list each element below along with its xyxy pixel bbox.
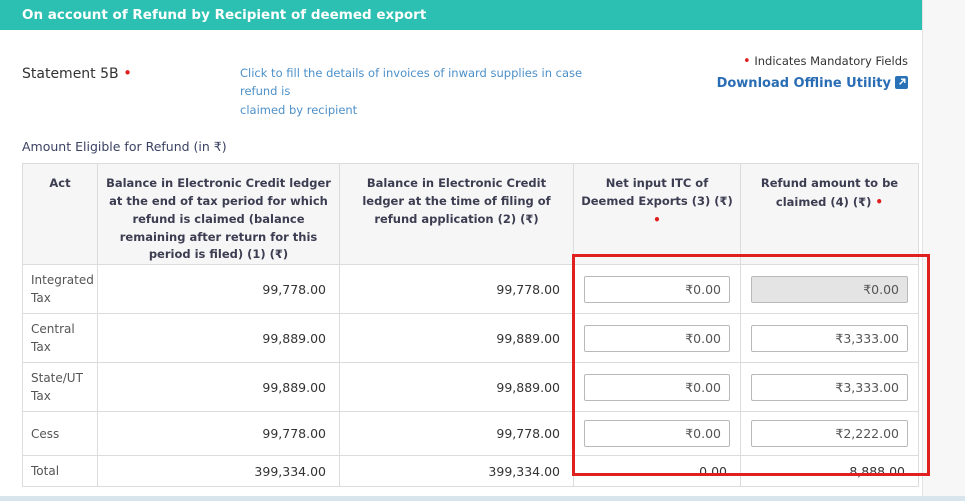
act-label: State/UT Tax <box>22 362 98 413</box>
table-section-title: Amount Eligible for Refund (in ₹) <box>22 139 227 155</box>
net-itc-input-integrated[interactable] <box>584 275 730 303</box>
net-itc-cell <box>573 313 741 364</box>
mandatory-dot: • <box>653 212 661 227</box>
column-header-balance-end-period: Balance in Electronic Credit ledger at t… <box>97 163 340 266</box>
statement-description-line1: Click to fill the details of invoices of… <box>240 66 583 99</box>
statement-row: Statement 5B • Click to fill the details… <box>22 50 908 119</box>
mandatory-dot: • <box>743 54 751 69</box>
table-row-central-tax: Central Tax 99,889.00 99,889.00 <box>22 313 919 364</box>
refund-cell <box>740 362 919 413</box>
total-label: Total <box>22 455 98 488</box>
act-label: Central Tax <box>22 313 98 364</box>
table-row-cess: Cess 99,778.00 99,778.00 <box>22 411 919 457</box>
refund-table-wrap: Act Balance in Electronic Credit ledger … <box>22 163 930 488</box>
refund-amount-table: Act Balance in Electronic Credit ledger … <box>22 163 919 488</box>
column-header-net-itc: Net input ITC of Deemed Exports (3) (₹) … <box>573 163 741 266</box>
table-header-row: Act Balance in Electronic Credit ledger … <box>22 163 919 266</box>
refund-cell <box>740 264 919 315</box>
statement-label-group: Statement 5B • <box>22 50 240 119</box>
balance-at-filing-value: 99,889.00 <box>339 313 574 364</box>
download-offline-utility-label: Download Offline Utility <box>716 76 891 91</box>
statement-right-group: • Indicates Mandatory Fields Download Of… <box>592 50 908 119</box>
net-itc-cell <box>573 362 741 413</box>
statement-description-link[interactable]: Click to fill the details of invoices of… <box>240 50 592 119</box>
balance-end-period-value: 99,778.00 <box>97 264 340 315</box>
balance-end-period-value: 99,778.00 <box>97 411 340 457</box>
mandatory-fields-note: • Indicates Mandatory Fields <box>592 54 908 69</box>
net-itc-input-state[interactable] <box>584 373 730 401</box>
column-header-refund-claimed: Refund amount to be claimed (4) (₹) • <box>740 163 919 266</box>
act-label: Cess <box>22 411 98 457</box>
balance-end-period-value: 99,889.00 <box>97 362 340 413</box>
balance-at-filing-value: 99,778.00 <box>339 264 574 315</box>
balance-end-period-value: 99,889.00 <box>97 313 340 364</box>
form-body: Statement 5B • Click to fill the details… <box>0 30 930 501</box>
mandatory-dot: • <box>875 194 884 209</box>
refund-total: 8,888.00 <box>740 455 919 488</box>
net-itc-input-central[interactable] <box>584 324 730 352</box>
net-itc-cell <box>573 264 741 315</box>
statement-description-line2: claimed by recipient <box>240 102 358 117</box>
refund-input-cess[interactable] <box>751 420 908 448</box>
net-itc-input-cess[interactable] <box>584 420 730 448</box>
section-title-bar: On account of Refund by Recipient of dee… <box>0 0 922 30</box>
refund-cell <box>740 411 919 457</box>
refund-input-central[interactable] <box>751 324 908 352</box>
net-itc-total: 0.00 <box>573 455 741 488</box>
mandatory-dot: • <box>123 64 132 82</box>
mandatory-note-text: Indicates Mandatory Fields <box>754 54 908 68</box>
net-itc-cell <box>573 411 741 457</box>
balance-at-filing-value: 99,778.00 <box>339 411 574 457</box>
page-title: On account of Refund by Recipient of dee… <box>22 7 427 23</box>
refund-cell <box>740 313 919 364</box>
balance-at-filing-total: 399,334.00 <box>339 455 574 488</box>
column-header-act: Act <box>22 163 98 266</box>
table-row-total: Total 399,334.00 399,334.00 0.00 8,888.0… <box>22 455 919 488</box>
download-offline-utility-link[interactable]: Download Offline Utility <box>592 76 908 91</box>
refund-input-state[interactable] <box>751 373 908 401</box>
act-label: Integrated Tax <box>22 264 98 315</box>
external-link-icon <box>891 76 908 91</box>
refund-input-integrated <box>751 275 908 303</box>
section-divider <box>0 496 965 501</box>
balance-end-period-total: 399,334.00 <box>97 455 340 488</box>
statement-label: Statement 5B <box>22 66 119 82</box>
balance-at-filing-value: 99,889.00 <box>339 362 574 413</box>
table-row-integrated-tax: Integrated Tax 99,778.00 99,778.00 <box>22 264 919 315</box>
refund-form-panel: On account of Refund by Recipient of dee… <box>0 0 930 501</box>
table-row-state-ut-tax: State/UT Tax 99,889.00 99,889.00 <box>22 362 919 413</box>
column-header-balance-at-filing: Balance in Electronic Credit ledger at t… <box>339 163 574 266</box>
